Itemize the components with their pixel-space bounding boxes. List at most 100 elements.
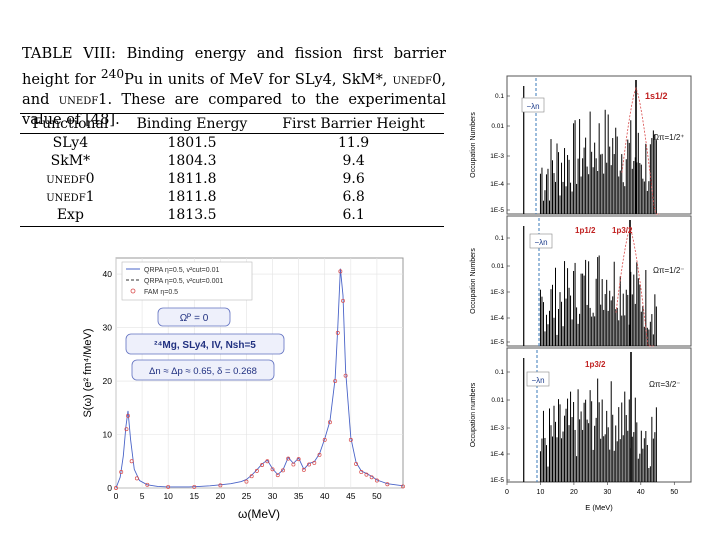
data-point — [307, 462, 312, 467]
x-tick-label: 50 — [372, 491, 382, 501]
data-point — [244, 479, 249, 484]
x-tick-label: 50 — [670, 489, 678, 496]
x-tick-label: 0 — [505, 489, 509, 496]
cell-functional: SkM* — [50, 153, 91, 169]
x-tick-label: 10 — [163, 491, 173, 501]
omega-label: Ωπ=3/2⁻ — [649, 380, 681, 389]
data-point — [119, 470, 124, 474]
data-point — [343, 373, 348, 378]
x-tick-label: 35 — [294, 491, 304, 501]
legend-qrpa-001: QRPA η=0.5, v²cut=0.01 — [144, 267, 219, 274]
y-tick-label: 20 — [103, 376, 113, 386]
omega-label: Ωπ=1/2⁺ — [653, 133, 685, 142]
cell-binding: 1811.8 — [167, 171, 217, 187]
lorentz-fit — [615, 226, 654, 347]
caption-and: , and — [22, 70, 447, 108]
data-point — [249, 474, 254, 479]
y-tick-label: 30 — [103, 323, 113, 333]
data-point — [270, 467, 275, 472]
cell-binding: 1801.5 — [167, 135, 217, 151]
x-axis-label: ω(MeV) — [238, 507, 280, 521]
table-row: SLy4 1801.5 11.9 — [20, 134, 444, 153]
data-point — [338, 269, 343, 274]
table-row: unedf0 1811.8 9.6 — [20, 170, 444, 188]
x-tick-label: 40 — [320, 491, 330, 501]
caption-unedf0: unedf0 — [392, 70, 442, 88]
cell-barrier: 9.6 — [342, 171, 365, 187]
annotation-box — [157, 307, 231, 327]
data-point — [129, 459, 134, 464]
table-label: TABLE VIII: — [22, 45, 116, 62]
data-point — [359, 470, 364, 474]
data-point — [369, 475, 374, 480]
annotation-box — [131, 359, 275, 381]
annotation-omega: Ωᴾ = 0 — [180, 313, 209, 324]
data-point — [335, 330, 340, 335]
x-tick-label: 30 — [603, 489, 611, 496]
data-point — [296, 457, 301, 462]
table-row: Exp 1813.5 6.1 — [20, 206, 444, 227]
data-point — [218, 483, 223, 488]
legend-fam: FAM η=0.5 — [144, 289, 178, 296]
y-tick-label: 1E-5 — [490, 207, 504, 214]
y-tick-label: 0.1 — [495, 93, 504, 100]
y-axis-label: Occupation Numbers — [470, 248, 477, 314]
cell-barrier: 9.4 — [342, 153, 365, 169]
caption-unedf1: unedf1 — [58, 90, 108, 108]
y-axis-label: Occupation Numbers — [470, 112, 477, 178]
data-point — [281, 468, 285, 473]
legend: QRPA η=0.5, v²cut=0.01 QRPA η=0.5, v²cut… — [121, 261, 253, 301]
caption-isotope: Pu in units of MeV for SLy4, SkM*, — [124, 70, 388, 88]
y-tick-label: 0.01 — [491, 123, 504, 130]
cell-binding: 1813.5 — [120, 206, 264, 227]
data-point — [341, 298, 345, 303]
cell-barrier: 6.8 — [342, 189, 365, 205]
y-tick-label: 1E-5 — [490, 477, 504, 484]
data-point — [166, 484, 171, 489]
y-tick-label: 1E-4 — [490, 181, 504, 188]
strength-function-chart: 0 5 10 15 20 25 30 35 40 45 50 0 10 20 30 40 QRPA η=0.5… — [82, 257, 405, 521]
y-tick-label: 1E-3 — [490, 153, 504, 160]
col-functional: Functional — [20, 113, 121, 134]
data-point — [291, 462, 296, 467]
y-tick-label: 1E-5 — [490, 339, 504, 346]
orbital-label: 1s1/2 — [645, 91, 668, 101]
col-barrier-height: First Barrier Height — [263, 113, 444, 134]
data-point — [401, 484, 405, 489]
data-point — [322, 437, 327, 442]
lambda-label: −λn — [526, 102, 539, 111]
data-point — [385, 482, 390, 487]
data-point — [348, 437, 353, 442]
cell-functional: SLy4 — [52, 135, 89, 151]
annotation-system: ²⁴Mg, SLy4, IV, Nsh=5 — [154, 340, 256, 351]
table-header-row: Functional Binding Energy First Barrier … — [20, 113, 444, 134]
y-axis-label: S(ω) (e² fm⁴/MeV) — [82, 328, 94, 417]
annotation-gaps: Δn ≈ Δp ≈ 0.65, δ = 0.268 — [149, 366, 257, 377]
x-tick-label: 15 — [190, 491, 200, 501]
table-row: SkM* 1804.3 9.4 — [20, 152, 444, 170]
data-point — [126, 413, 130, 418]
data-point — [145, 482, 150, 487]
data-point — [364, 472, 369, 477]
y-tick-label: 1E-3 — [490, 425, 504, 432]
table-row: unedf1 1811.8 6.8 — [20, 188, 444, 206]
data-point — [327, 420, 332, 425]
y-tick-label: 0.01 — [491, 397, 504, 404]
x-tick-label: 30 — [268, 491, 278, 501]
cell-functional: Exp — [20, 206, 121, 227]
data-point — [374, 478, 379, 483]
lambda-label: −λn — [534, 238, 547, 247]
legend-qrpa-0001: QRPA η=0.5, v²cut=0.001 — [144, 278, 223, 285]
cell-functional: unedf0 — [46, 171, 95, 187]
data-point — [286, 456, 291, 461]
x-tick-label: 10 — [537, 489, 545, 496]
lorentz-fit — [621, 86, 660, 215]
annotation-box — [125, 333, 285, 355]
cell-functional: unedf1 — [46, 189, 95, 205]
orbital-label: 1p3/2 — [612, 226, 633, 235]
isotope-mass: 240 — [100, 67, 125, 81]
x-tick-label: 0 — [114, 491, 119, 501]
lambda-label: −λn — [531, 376, 544, 385]
y-tick-label: 1E-4 — [490, 451, 504, 458]
data-point — [114, 486, 118, 490]
